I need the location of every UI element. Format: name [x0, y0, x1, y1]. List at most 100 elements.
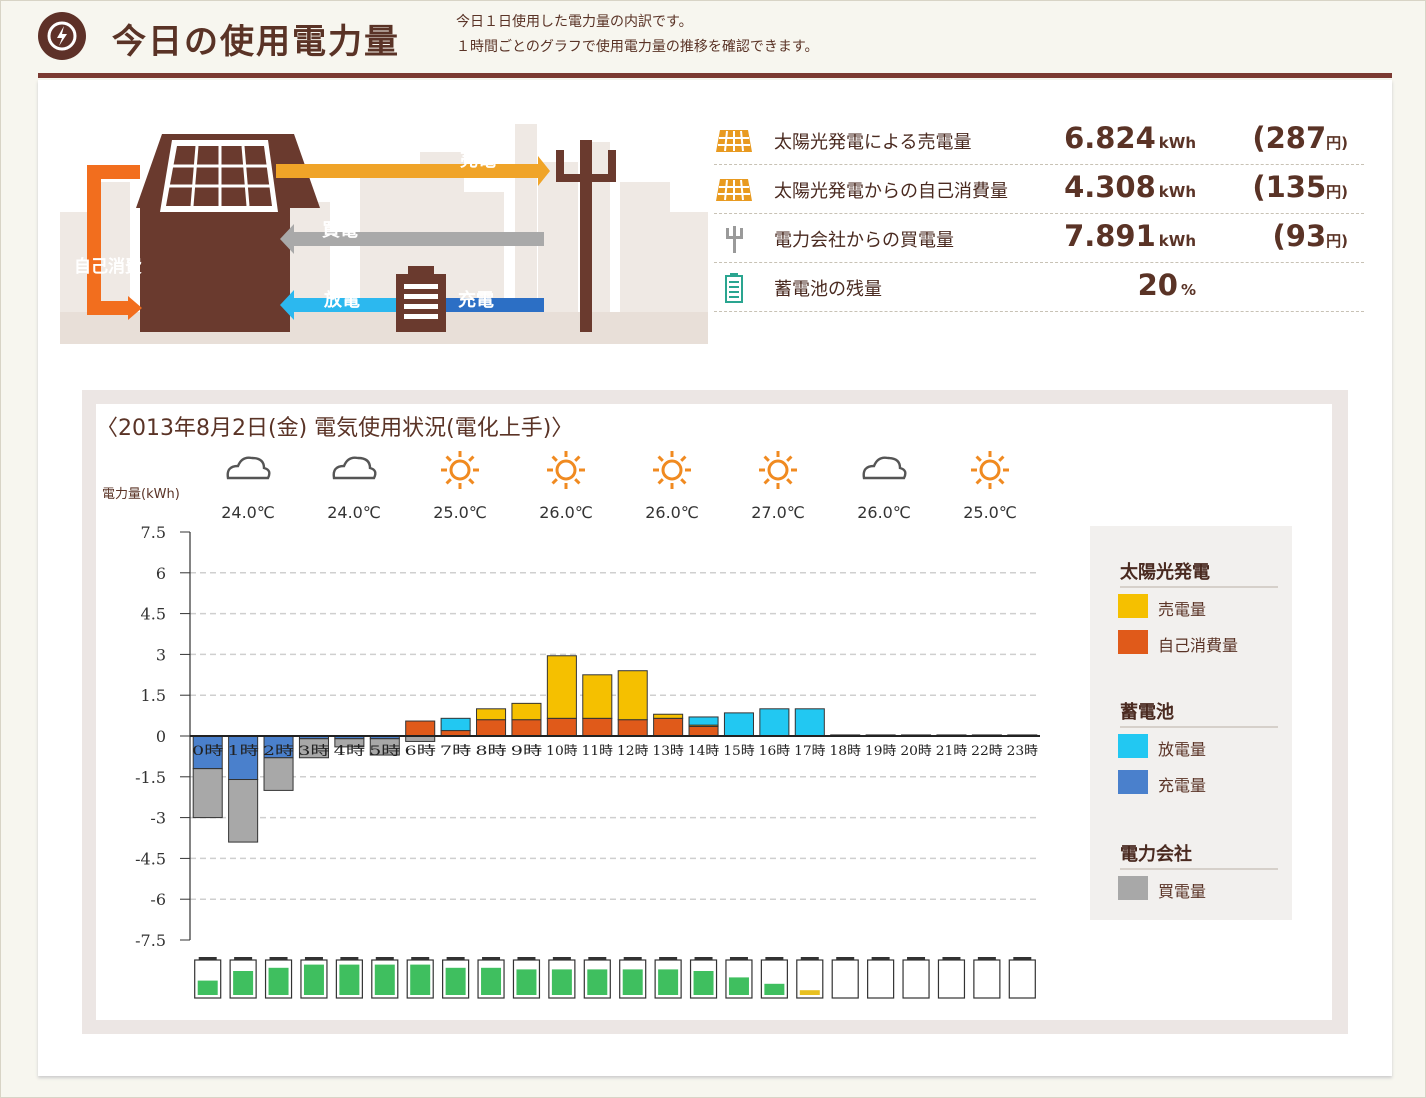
- battery-terminal: [694, 957, 713, 960]
- battery-terminal: [552, 957, 571, 960]
- charge-flow-label: 充電: [458, 290, 494, 311]
- x-tick-label: 14時: [688, 744, 719, 759]
- legend-swatch: [1118, 876, 1148, 900]
- bar-segment: [794, 708, 825, 737]
- bar-segment: [192, 735, 223, 770]
- bar-segment: [653, 713, 684, 719]
- page-title: 今日の使用電力量: [112, 22, 400, 62]
- sun-ray: [786, 455, 793, 462]
- bar-segment: [369, 738, 400, 756]
- legend-label: 放電量: [1158, 740, 1207, 759]
- summary-yen: (287円): [1252, 121, 1348, 155]
- x-tick-label: 8時: [475, 744, 506, 759]
- temperature-label: 25.0℃: [963, 503, 1017, 522]
- battery-fill: [339, 964, 360, 995]
- summary-label: 蓄電池の残量: [774, 279, 882, 300]
- yen-amount: (93: [1272, 219, 1327, 253]
- legend-swatch: [1118, 734, 1148, 758]
- sun-ray: [680, 478, 687, 485]
- battery-terminal: [623, 957, 642, 960]
- x-tick-label: 3時: [298, 744, 329, 759]
- x-tick-label: 21時: [936, 744, 967, 759]
- buy-flow-label: 買電: [322, 220, 358, 241]
- bar-segment: [228, 735, 259, 781]
- battery-terminal: [198, 957, 217, 960]
- bar-segment: [546, 655, 577, 719]
- bar-segment: [723, 712, 754, 737]
- sun-icon: [979, 459, 1001, 481]
- x-tick-label: 4時: [334, 744, 365, 759]
- battery-terminal: [340, 957, 359, 960]
- temperature-label: 27.0℃: [751, 503, 805, 522]
- y-axis-label: 電力量(kWh): [102, 487, 180, 502]
- summary-number: 20: [1137, 268, 1178, 302]
- y-tick-label: -3: [150, 809, 166, 828]
- x-tick-label: 12時: [617, 744, 648, 759]
- x-tick-label: 2時: [263, 744, 294, 759]
- battery-fill: [303, 964, 324, 995]
- battery-fill: [233, 971, 254, 995]
- bar-segment: [617, 719, 648, 737]
- energy-flow-illustration: [60, 112, 708, 344]
- battery-terminal: [304, 957, 323, 960]
- y-tick-label: 7.5: [141, 523, 166, 542]
- page-description: 今日１日使用した電力量の内訳です。 １時間ごとのグラフで使用電力量の推移を確認で…: [456, 10, 818, 60]
- legend-swatch: [1118, 770, 1148, 794]
- bar-segment: [688, 716, 719, 726]
- chart-title: 〈2013年8月2日(金) 電気使用状況(電化上手)〉: [96, 416, 574, 441]
- sun-ray: [786, 478, 793, 485]
- sun-ray: [763, 455, 770, 462]
- x-tick-label: 15時: [723, 744, 754, 759]
- summary-row-buy: 電力会社からの買電量 7.891 kWh (93円): [714, 214, 1364, 263]
- sun-ray: [657, 455, 664, 462]
- sun-ray: [574, 478, 581, 485]
- sun-ray: [551, 478, 558, 485]
- y-tick-label: -4.5: [135, 849, 166, 868]
- y-tick-label: 4.5: [141, 605, 166, 624]
- battery-terminal: [1013, 957, 1032, 960]
- bar-segment: [476, 708, 507, 721]
- bar-segment: [511, 702, 542, 721]
- battery-cell: [1008, 959, 1036, 999]
- bar-segment: [617, 670, 648, 721]
- bar-segment: [192, 768, 223, 819]
- bar-segment: [334, 738, 365, 748]
- sun-ray: [657, 478, 664, 485]
- solar-panel-icon: [716, 130, 752, 152]
- summary-label: 太陽光発電からの自己消費量: [774, 181, 1008, 202]
- y-tick-label: 1.5: [141, 686, 166, 705]
- battery-terminal: [836, 957, 855, 960]
- battery-cell: [937, 959, 966, 999]
- battery-fill: [799, 990, 820, 995]
- summary-yen: (93円): [1273, 219, 1348, 253]
- summary-value: 7.891 kWh: [1014, 219, 1196, 253]
- summary-yen: (135円): [1252, 170, 1348, 204]
- bar-segment: [298, 738, 329, 759]
- temperature-label: 24.0℃: [221, 503, 275, 522]
- description-line: 今日１日使用した電力量の内訳です。: [456, 14, 693, 30]
- legend-label: 売電量: [1158, 600, 1207, 619]
- battery-fill: [516, 969, 537, 995]
- x-tick-label: 16時: [759, 744, 790, 759]
- solar-panel-icon: [716, 179, 752, 201]
- x-tick-label: 20時: [900, 744, 931, 759]
- battery-fill: [551, 969, 572, 995]
- battery-terminal: [234, 957, 253, 960]
- chart-legend: 太陽光発電 売電量 自己消費量 蓄電池 放電量 充電量 電力会社 買電量: [1090, 526, 1292, 920]
- summary-value: 4.308 kWh: [1014, 170, 1196, 204]
- x-tick-label: 18時: [830, 744, 861, 759]
- y-tick-label: 0: [156, 727, 166, 746]
- summary-row-self-use: 太陽光発電からの自己消費量 4.308 kWh (135円): [714, 165, 1364, 214]
- sun-icon: [555, 459, 577, 481]
- y-tick-label: -7.5: [135, 931, 166, 950]
- sun-icon: [449, 459, 471, 481]
- battery-terminal: [800, 957, 819, 960]
- legend-group-title: 電力会社: [1120, 840, 1278, 870]
- battery-terminal: [588, 957, 607, 960]
- summary-unit: kWh: [1158, 183, 1196, 201]
- temperature-label: 24.0℃: [327, 503, 381, 522]
- x-tick-label: 10時: [546, 744, 577, 759]
- summary-row-sell: 太陽光発電による売電量 6.824 kWh (287円): [714, 116, 1364, 165]
- battery-fill: [374, 964, 395, 995]
- summary-number: 4.308: [1064, 170, 1156, 204]
